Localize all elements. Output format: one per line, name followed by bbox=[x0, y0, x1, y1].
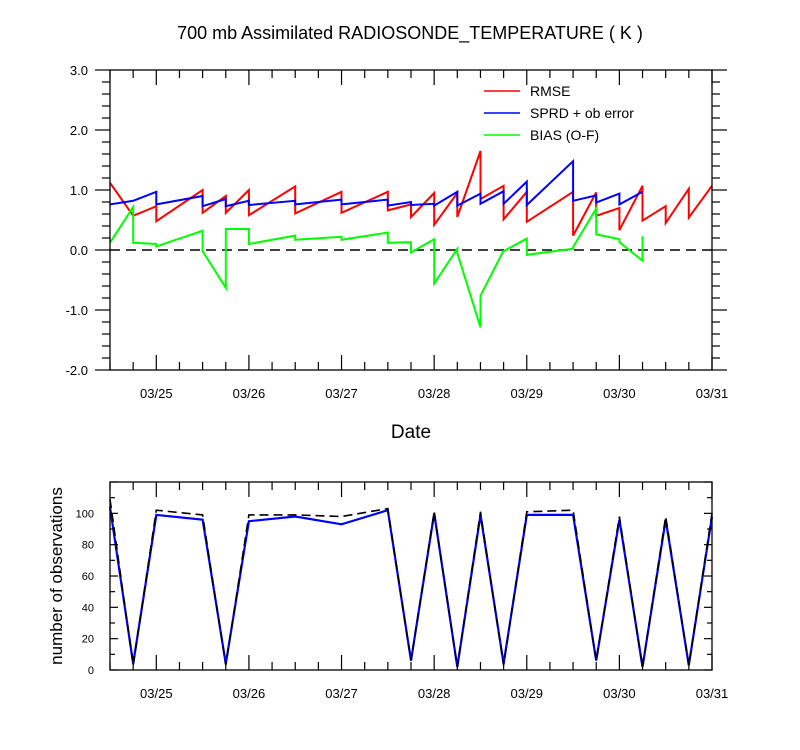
x-tick-label: 03/30 bbox=[603, 386, 636, 401]
y-tick-label: 80 bbox=[82, 540, 94, 552]
top-chart-axes: 03/25 03/26 03/27 03/28 03/29 03/30 03/31 3.0 2.… bbox=[66, 63, 729, 401]
x-tick-label: 03/26 bbox=[233, 386, 266, 401]
y-axis-label: number of observations bbox=[47, 487, 66, 665]
series-line-bias-o-f bbox=[109, 203, 644, 328]
x-tick-label: 03/31 bbox=[696, 386, 729, 401]
legend: RMSE SPRD + ob error BIAS (O-F) bbox=[484, 83, 634, 143]
legend-label: RMSE bbox=[530, 83, 570, 99]
chart-title: 700 mb Assimilated RADIOSONDE_TEMPERATUR… bbox=[177, 23, 643, 44]
bottom-plot-frame bbox=[109, 481, 713, 671]
x-axis-label: Date bbox=[391, 422, 431, 443]
x-tick-label: 03/28 bbox=[418, 386, 451, 401]
bottom-chart-marks bbox=[108, 499, 714, 668]
series-line-rmse bbox=[109, 150, 713, 237]
y-tick-label: 20 bbox=[82, 634, 94, 646]
y-tick-label: 40 bbox=[82, 602, 94, 614]
x-tick-label: 03/31 bbox=[696, 686, 729, 701]
legend-label: BIAS (O-F) bbox=[530, 127, 599, 143]
x-tick-label: 03/27 bbox=[325, 686, 358, 701]
top-chart-marks bbox=[109, 150, 713, 328]
bottom-chart-axes: 03/25 03/26 03/27 03/28 03/29 03/30 03/31 100 80… bbox=[76, 481, 729, 701]
x-tick-label: 03/25 bbox=[140, 386, 173, 401]
obs-count-line-dashed bbox=[109, 499, 713, 668]
x-tick-label: 03/30 bbox=[603, 686, 636, 701]
y-tick-label: 0 bbox=[88, 665, 94, 677]
x-tick-label: 03/27 bbox=[325, 386, 358, 401]
bottom-chart: 03/25 03/26 03/27 03/28 03/29 03/30 03/31 100 80… bbox=[76, 481, 729, 701]
y-tick-label: -1.0 bbox=[66, 303, 88, 318]
y-tick-label: 3.0 bbox=[70, 63, 88, 78]
x-tick-label: 03/29 bbox=[510, 686, 543, 701]
x-tick-label: 03/29 bbox=[510, 386, 543, 401]
y-tick-label: 1.0 bbox=[70, 183, 88, 198]
y-tick-label: -2.0 bbox=[66, 363, 88, 378]
x-tick-label: 03/28 bbox=[418, 686, 451, 701]
legend-label: SPRD + ob error bbox=[530, 105, 634, 121]
series-line-sprd-ob-error bbox=[109, 158, 643, 208]
top-chart: 03/25 03/26 03/27 03/28 03/29 03/30 03/31 3.0 2.… bbox=[66, 63, 729, 401]
y-tick-label: 60 bbox=[82, 571, 94, 583]
x-tick-label: 03/26 bbox=[233, 686, 266, 701]
y-tick-label: 2.0 bbox=[70, 123, 88, 138]
y-tick-label: 0.0 bbox=[70, 243, 88, 258]
x-tick-label: 03/25 bbox=[140, 686, 173, 701]
y-tick-label: 100 bbox=[76, 508, 94, 520]
